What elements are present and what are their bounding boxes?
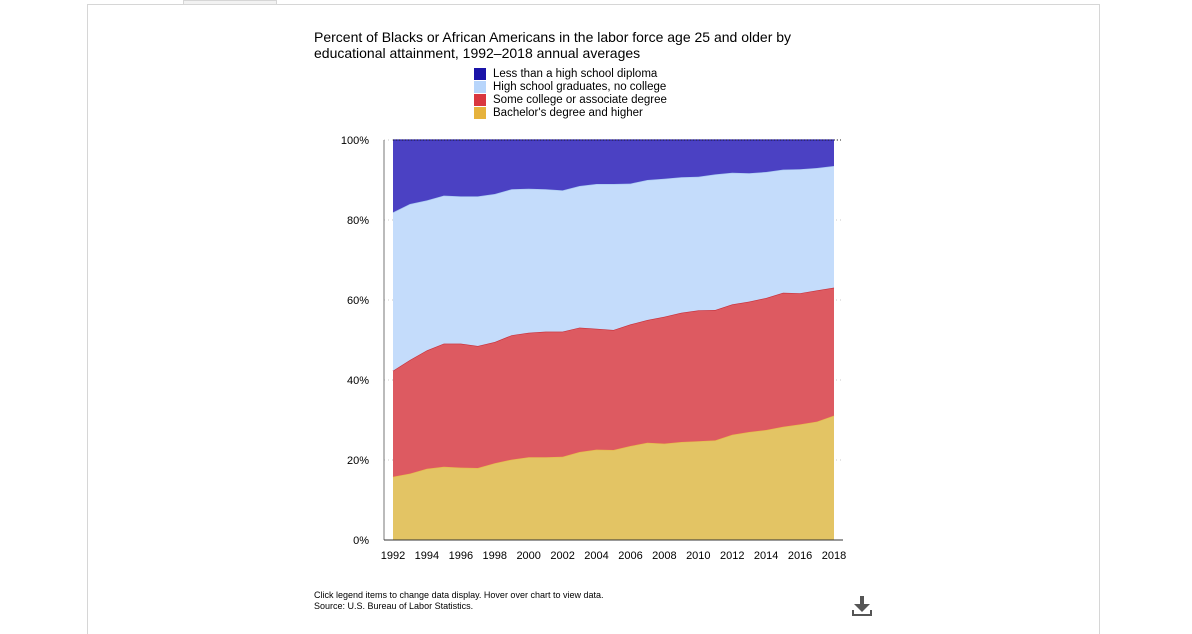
legend-label-high-school-graduates: High school graduates, no college bbox=[493, 80, 667, 93]
legend-label-less-than-high-school: Less than a high school diploma bbox=[493, 67, 658, 80]
x-tick-label-1992: 1992 bbox=[381, 550, 405, 562]
x-tick-label-2010: 2010 bbox=[686, 550, 710, 562]
x-tick-label-1996: 1996 bbox=[449, 550, 473, 562]
x-tick-label-2002: 2002 bbox=[550, 550, 574, 562]
area-series-0[interactable] bbox=[393, 415, 834, 540]
x-tick-label-1994: 1994 bbox=[415, 550, 439, 562]
x-tick-label-2012: 2012 bbox=[720, 550, 744, 562]
chart-panel bbox=[87, 4, 1100, 634]
legend-swatch-less-than-high-school bbox=[474, 67, 486, 80]
chart-footnote: Click legend items to change data displa… bbox=[314, 590, 603, 612]
area-series-2[interactable] bbox=[393, 166, 834, 371]
chart-legend: Less than a high school diploma High sch… bbox=[474, 67, 667, 119]
chart-title: Percent of Blacks or African Americans i… bbox=[314, 29, 792, 61]
legend-item-some-college[interactable]: Some college or associate degree bbox=[474, 93, 667, 106]
x-tick-label-2006: 2006 bbox=[618, 550, 642, 562]
x-tick-label-2008: 2008 bbox=[652, 550, 676, 562]
download-icon[interactable] bbox=[850, 595, 874, 617]
stacked-area-chart[interactable]: 0% 20% 40% 60% 80% 100% 1992 1994 1996 1998 2000 20… bbox=[0, 0, 1192, 620]
legend-label-some-college: Some college or associate degree bbox=[493, 93, 667, 106]
y-tick-label-100: 100% bbox=[341, 135, 369, 147]
legend-swatch-some-college bbox=[474, 93, 486, 106]
footnote-source: Source: U.S. Bureau of Labor Statistics. bbox=[314, 601, 474, 611]
y-tick-label-40: 40% bbox=[347, 375, 369, 387]
legend-item-high-school-graduates[interactable]: High school graduates, no college bbox=[474, 80, 667, 93]
y-tick-label-20: 20% bbox=[347, 455, 369, 467]
footnote-instructions: Click legend items to change data displa… bbox=[314, 590, 604, 600]
legend-item-bachelors[interactable]: Bachelor's degree and higher bbox=[474, 106, 667, 119]
x-tick-label-2018: 2018 bbox=[822, 550, 846, 562]
y-tick-label-60: 60% bbox=[347, 295, 369, 307]
x-tick-label-2014: 2014 bbox=[754, 550, 778, 562]
tab-stub[interactable] bbox=[183, 0, 277, 5]
y-tick-label-80: 80% bbox=[347, 215, 369, 227]
download-icon-glyph bbox=[852, 596, 872, 616]
legend-label-bachelors: Bachelor's degree and higher bbox=[493, 106, 643, 119]
legend-swatch-bachelors bbox=[474, 106, 486, 119]
area-series-1[interactable] bbox=[393, 287, 834, 477]
x-tick-label-2016: 2016 bbox=[788, 550, 812, 562]
legend-item-less-than-high-school[interactable]: Less than a high school diploma bbox=[474, 67, 667, 80]
area-series-3[interactable] bbox=[393, 140, 834, 213]
x-tick-label-2004: 2004 bbox=[584, 550, 608, 562]
x-tick-label-2000: 2000 bbox=[516, 550, 540, 562]
x-tick-label-1998: 1998 bbox=[483, 550, 507, 562]
y-tick-label-0: 0% bbox=[353, 535, 369, 547]
legend-swatch-high-school-graduates bbox=[474, 80, 486, 93]
